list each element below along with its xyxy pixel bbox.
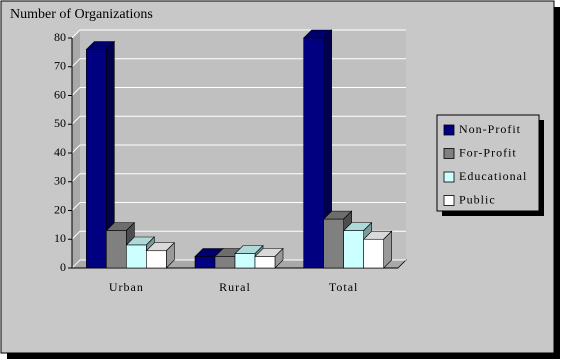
bar-front <box>126 244 147 269</box>
grid-line <box>71 115 406 125</box>
legend-swatch <box>443 148 455 159</box>
bar-front <box>343 230 364 269</box>
bar <box>254 247 284 269</box>
grid-line <box>71 87 406 96</box>
grid-line <box>71 259 406 269</box>
legend-label: Public <box>459 192 496 206</box>
y-tick-label: 0 <box>60 260 66 274</box>
y-tick-label: 30 <box>54 174 66 188</box>
legend-label: For-Profit <box>459 145 517 159</box>
x-tick-label: Urban <box>109 280 144 294</box>
x-tick-label: Total <box>329 280 359 294</box>
plot-area: 0 10 20 30 40 50 60 70 80 Urban Rural Total <box>54 29 407 294</box>
x-tick-label: Rural <box>219 280 251 294</box>
bar-front <box>234 253 256 269</box>
legend-swatch <box>443 124 455 136</box>
grid-line <box>71 173 406 183</box>
bar-front <box>303 37 324 269</box>
y-tick-label: 40 <box>54 145 66 159</box>
y-tick-label: 10 <box>54 231 66 245</box>
grid-line <box>71 58 406 68</box>
y-tick-label: 70 <box>54 59 66 73</box>
bar <box>302 29 333 269</box>
grid-line <box>71 29 406 39</box>
chart-title: Number of Organizations <box>10 7 153 22</box>
bar <box>362 230 393 269</box>
y-tick-label: 80 <box>54 30 66 44</box>
bar-front <box>146 250 167 269</box>
y-tick-label: 20 <box>54 202 66 216</box>
bar-front <box>323 218 344 269</box>
y-tick-label: 60 <box>54 87 66 101</box>
grid-line <box>71 144 406 154</box>
grid-line <box>71 230 406 240</box>
legend: Non-Profit For-Profit Educational Public <box>436 114 544 216</box>
legend-swatch <box>443 171 455 183</box>
bar-front <box>363 238 384 269</box>
bar-front <box>106 230 127 269</box>
legend-swatch <box>443 195 455 206</box>
bar-front <box>214 256 236 269</box>
y-tick-label: 50 <box>54 116 66 130</box>
bar-front <box>254 256 276 269</box>
bar <box>85 40 116 269</box>
bar <box>145 242 176 269</box>
bar-front <box>194 256 216 269</box>
legend-label: Non-Profit <box>459 122 521 136</box>
legend-label: Educational <box>459 169 527 183</box>
bar-front <box>86 49 107 269</box>
grid-line <box>71 202 406 211</box>
